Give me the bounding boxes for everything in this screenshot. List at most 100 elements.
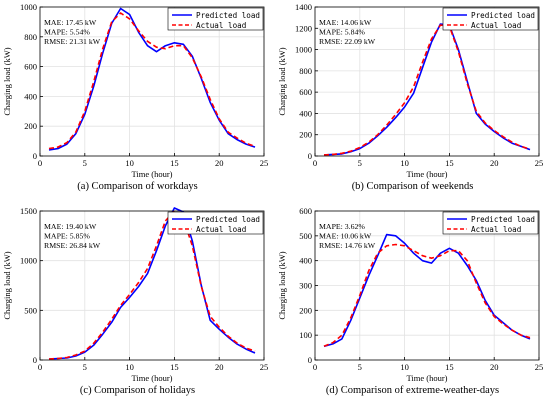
y-tick-label: 800 <box>299 66 312 76</box>
y-tick-label: 1500 <box>20 206 37 216</box>
stats-text: MAE: 17.45 kW <box>44 18 97 27</box>
chart-panel-b: 0 5 10 15 20 25 0 200 400 600 800 1000 1200 1400 Time … <box>275 0 550 203</box>
stats-text: RMSE: 21.31 kW <box>44 37 101 46</box>
x-tick-label: 10 <box>125 158 134 168</box>
chart-caption-d: (d) Comparison of extreme-weather-days <box>325 385 500 396</box>
x-tick-label: 25 <box>535 362 544 372</box>
y-axis-label: Charging load (kW) <box>2 47 12 115</box>
y-tick-label: 500 <box>24 305 37 315</box>
stats-text: MAPE: 5.84% <box>319 28 365 37</box>
x-tick-label: 15 <box>445 158 454 168</box>
series-line-actual <box>323 243 531 348</box>
y-tick-label: 1000 <box>295 45 312 55</box>
legend-label-predicted: Predicted load <box>471 11 535 20</box>
legend-label-predicted: Predicted load <box>196 215 260 224</box>
y-tick-label: 200 <box>299 305 312 315</box>
y-tick-label: 1000 <box>20 2 37 12</box>
chart-svg-d: 0 5 10 15 20 25 0 100 200 300 400 500 600 Time (hour)… <box>277 206 544 383</box>
chart-svg-c: 0 5 10 15 20 25 0 500 1000 1500 Time (hour) Chargin… <box>2 206 269 383</box>
series-line-actual <box>323 24 531 156</box>
series-line-predicted <box>323 233 531 348</box>
legend-label-predicted: Predicted load <box>196 11 260 20</box>
y-tick-label: 300 <box>299 281 312 291</box>
series-line-actual <box>48 210 256 360</box>
x-tick-label: 15 <box>170 362 179 372</box>
x-tick-label: 25 <box>535 158 544 168</box>
y-tick-label: 0 <box>308 151 312 161</box>
stats-text: RMSE: 26.84 kW <box>44 241 101 250</box>
x-tick-label: 10 <box>125 362 134 372</box>
x-tick-label: 10 <box>400 362 409 372</box>
y-axis-label: Charging load (kW) <box>277 47 287 115</box>
y-axis-label: Charging load (kW) <box>277 251 287 319</box>
y-tick-label: 0 <box>33 151 37 161</box>
x-tick-label: 5 <box>358 362 362 372</box>
x-tick-label: 25 <box>260 362 269 372</box>
y-tick-label: 1200 <box>295 23 312 33</box>
legend-label-actual: Actual load <box>471 21 521 30</box>
plot-area <box>315 7 539 156</box>
chart-panel-d: 0 5 10 15 20 25 0 100 200 300 400 500 600 Time (hour)… <box>275 204 550 407</box>
axes-box <box>39 6 265 157</box>
legend-label-actual: Actual load <box>196 21 246 30</box>
x-tick-label: 20 <box>215 362 224 372</box>
y-tick-label: 400 <box>24 91 37 101</box>
stats-text: MAE: 10.06 kW <box>319 232 372 241</box>
chart-panel-a: 0 5 10 15 20 25 0 200 400 600 800 1000 Time (hour) Ch… <box>0 0 275 203</box>
x-tick-label: 20 <box>490 158 499 168</box>
stats-text: RMSE: 22.09 kW <box>319 37 376 46</box>
x-tick-label: 20 <box>215 158 224 168</box>
stats-text: MAE: 19.40 kW <box>44 222 97 231</box>
axes-box <box>314 6 540 157</box>
y-tick-label: 600 <box>299 206 312 216</box>
y-tick-label: 800 <box>24 32 37 42</box>
stats-text: MAE: 14.06 kW <box>319 18 372 27</box>
chart-svg-a: 0 5 10 15 20 25 0 200 400 600 800 1000 Time (hour) Ch… <box>2 2 269 179</box>
y-tick-label: 400 <box>299 256 312 266</box>
legend-label-predicted: Predicted load <box>471 215 535 224</box>
x-tick-label: 20 <box>490 362 499 372</box>
series-line-predicted <box>48 207 256 360</box>
x-tick-label: 0 <box>313 362 317 372</box>
x-tick-label: 15 <box>445 362 454 372</box>
y-tick-label: 1000 <box>20 256 37 266</box>
x-tick-label: 10 <box>400 158 409 168</box>
x-tick-label: 0 <box>38 158 42 168</box>
y-tick-label: 600 <box>24 62 37 72</box>
chart-panel-c: 0 5 10 15 20 25 0 500 1000 1500 Time (hour) Chargin… <box>0 204 275 407</box>
y-tick-label: 0 <box>308 355 312 365</box>
series-line-actual <box>48 12 256 150</box>
x-tick-label: 25 <box>260 158 269 168</box>
stats-text: MAPE: 5.54% <box>44 28 90 37</box>
x-axis-label: Time (hour) <box>406 169 447 179</box>
legend-label-actual: Actual load <box>471 225 521 234</box>
x-tick-label: 15 <box>170 158 179 168</box>
axes-box <box>39 210 265 361</box>
x-axis-label: Time (hour) <box>131 169 172 179</box>
x-axis-label: Time (hour) <box>131 373 172 383</box>
x-axis-label: Time (hour) <box>406 373 447 383</box>
y-tick-label: 100 <box>299 330 312 340</box>
y-tick-label: 500 <box>299 231 312 241</box>
x-tick-label: 5 <box>83 362 87 372</box>
legend-label-actual: Actual load <box>196 225 246 234</box>
x-tick-label: 0 <box>38 362 42 372</box>
x-tick-label: 0 <box>313 158 317 168</box>
y-tick-label: 200 <box>24 121 37 131</box>
chart-svg-b: 0 5 10 15 20 25 0 200 400 600 800 1000 1200 1400 Time … <box>277 2 544 179</box>
y-tick-label: 1400 <box>295 2 312 12</box>
y-tick-label: 200 <box>299 130 312 140</box>
y-tick-label: 400 <box>299 108 312 118</box>
chart-caption-c: (c) Comparison of holidays <box>79 385 196 396</box>
series-line-predicted <box>323 23 531 156</box>
stats-text: RMSE: 14.76 kW <box>319 241 376 250</box>
x-tick-label: 5 <box>83 158 87 168</box>
stats-text: MAPE: 3.62% <box>319 222 365 231</box>
x-tick-label: 5 <box>358 158 362 168</box>
chart-caption-b: (b) Comparison of weekends <box>351 181 474 192</box>
stats-text: MAPE: 5.85% <box>44 232 90 241</box>
chart-caption-a: (a) Comparison of workdays <box>77 181 198 192</box>
y-axis-label: Charging load (kW) <box>2 251 12 319</box>
y-tick-label: 600 <box>299 87 312 97</box>
y-tick-label: 0 <box>33 355 37 365</box>
